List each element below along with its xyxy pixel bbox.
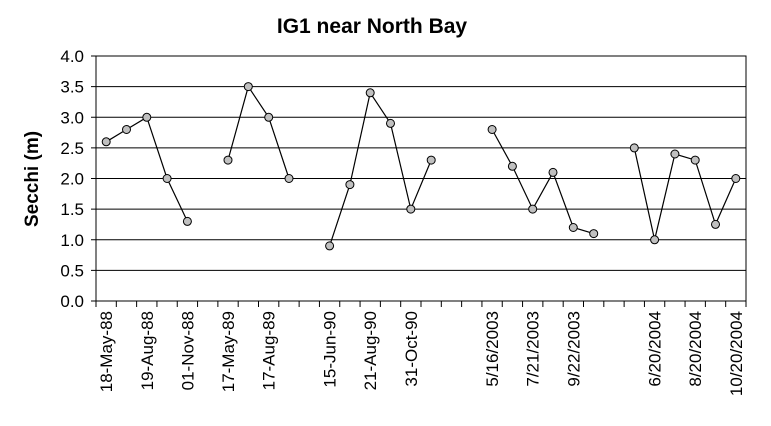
- series-line-segment: [227, 85, 290, 179]
- y-tick-label: 0.0: [60, 292, 84, 311]
- secchi-series: [101, 82, 741, 251]
- data-point: [284, 174, 294, 183]
- series-line-segment: [105, 116, 188, 222]
- x-tick-label: 6/20/2004: [646, 311, 665, 387]
- x-tick-label: 5/16/2003: [483, 311, 502, 387]
- y-axis-label: Secchi (m): [22, 131, 43, 227]
- x-tick-labels: 18-May-88 19-Aug-88 01-Nov-88 17-May-89 17-A…: [97, 311, 746, 396]
- data-point: [406, 204, 416, 214]
- series-line-segment: [491, 129, 594, 235]
- x-tick-label: 18-May-88: [97, 311, 116, 392]
- series-line-segment: [633, 147, 737, 240]
- y-tick-label: 0.5: [60, 261, 84, 280]
- data-point: [365, 88, 375, 98]
- data-point: [243, 82, 253, 92]
- x-tick-label: 17-May-89: [219, 311, 238, 392]
- series-line-segment: [329, 91, 432, 247]
- data-point: [548, 167, 558, 177]
- data-point: [223, 155, 233, 165]
- x-tick-label: 9/22/2003: [564, 311, 583, 387]
- data-point: [345, 180, 355, 190]
- data-point: [101, 137, 111, 147]
- grid-lines: [91, 55, 747, 307]
- data-point: [325, 241, 335, 251]
- x-tick-label: 8/20/2004: [686, 311, 705, 387]
- x-tick-label: 15-Jun-90: [321, 311, 340, 388]
- data-point: [690, 155, 700, 165]
- y-tick-label: 2.0: [60, 170, 84, 189]
- data-point: [264, 112, 274, 122]
- data-point: [568, 223, 578, 232]
- x-tick-label: 10/20/2004: [727, 311, 746, 396]
- x-tick-label: 19-Aug-88: [138, 311, 157, 390]
- data-point: [487, 125, 497, 134]
- y-tick-label: 3.0: [60, 108, 84, 127]
- data-point: [182, 216, 192, 226]
- data-point: [629, 143, 639, 153]
- y-tick-label: 1.5: [60, 200, 84, 219]
- data-point: [386, 118, 395, 128]
- x-tick-label: 31-Oct-90: [402, 311, 421, 387]
- x-tick-label: 01-Nov-88: [178, 311, 197, 390]
- data-point: [162, 174, 172, 183]
- data-point: [670, 149, 680, 159]
- data-point: [122, 125, 131, 134]
- data-point: [589, 229, 599, 239]
- data-point: [650, 235, 660, 245]
- data-point: [731, 174, 741, 183]
- data-point: [528, 204, 538, 214]
- data-point: [507, 161, 517, 171]
- y-tick-label: 2.5: [60, 139, 84, 158]
- y-tick-label: 4.0: [60, 47, 84, 66]
- y-tick-label: 3.5: [60, 78, 84, 97]
- data-point: [426, 155, 436, 165]
- x-tick-label: 17-Aug-89: [260, 311, 279, 390]
- y-tick-labels: 0.0 0.5 1.0 1.5 2.0 2.5 3.0 3.5 4.0: [60, 47, 84, 311]
- y-tick-label: 1.0: [60, 231, 84, 250]
- x-tick-label: 21-Aug-90: [361, 311, 380, 390]
- data-point: [711, 219, 720, 229]
- chart-title: IG1 near North Bay: [277, 15, 468, 38]
- x-tick-label: 7/21/2003: [524, 311, 543, 387]
- data-point: [142, 112, 152, 122]
